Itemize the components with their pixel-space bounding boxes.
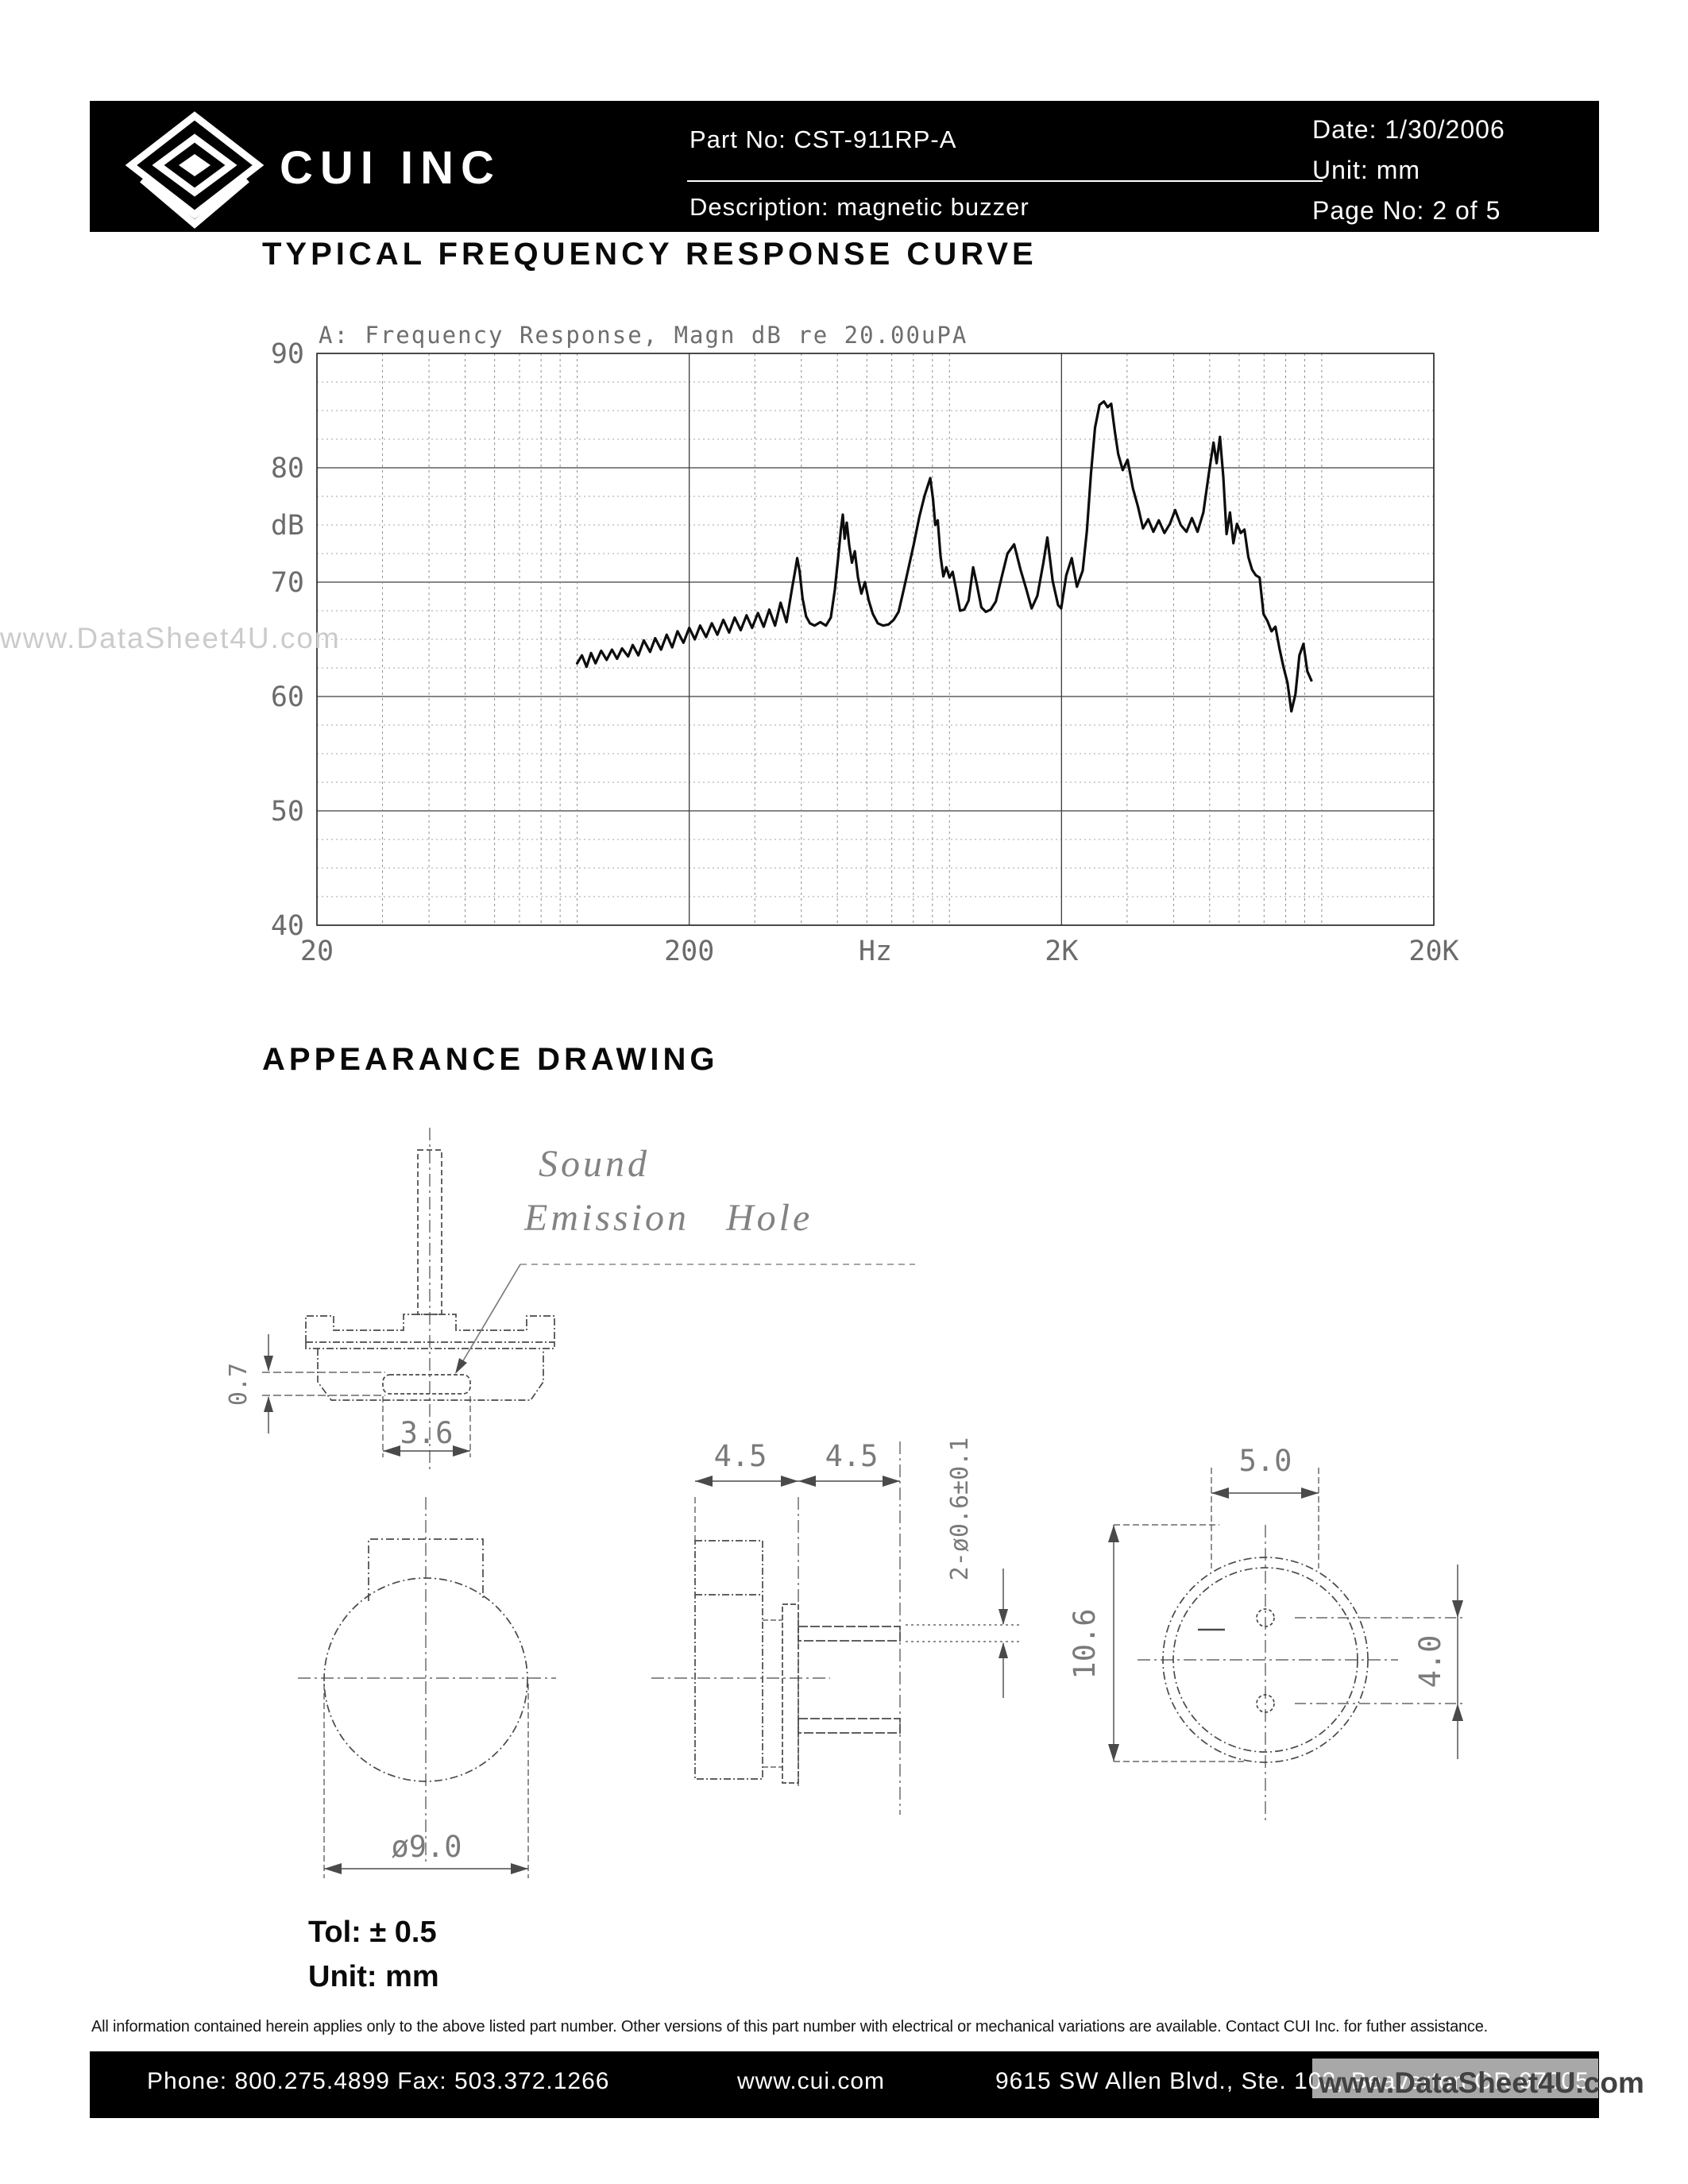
unit-note: Unit: mm [308,1960,439,1993]
footer-watermark: www.DataSheet4U.com [1319,2066,1644,2099]
pin-upper [798,1626,901,1642]
part-description: Description: magnetic buzzer [689,193,1029,221]
appearance-drawings: 0.7 3.6 ø9.0 4.5 4.5 2-ø0.6±0.1 5.0 10.6… [225,1128,1466,1878]
pin-lower [798,1718,901,1734]
doc-unit: Unit: mm [1312,156,1420,184]
doc-page-number: Page No: 2 of 5 [1312,196,1501,225]
y-tick-label: 80 [271,453,304,484]
bottom-view [1108,1468,1466,1820]
dim-slot-height: 0.7 [225,1363,253,1406]
frequency-response-chart: A: Frequency Response, Magn dB re 20.00u… [271,322,1459,967]
dim-case-height: 10.6 [1068,1608,1102,1679]
dim-pin-length-b: 4.5 [825,1439,879,1473]
response-curve [575,399,1313,713]
x-tick-label: 20K [1408,936,1458,967]
y-axis-label: dB [271,510,304,542]
dim-tab-width: 5.0 [1239,1444,1292,1478]
disclaimer-text: All information contained herein applies… [91,2018,1488,2035]
y-tick-label: 40 [271,910,304,942]
tolerance-note: Tol: ± 0.5 [308,1916,437,1949]
doc-date: Date: 1/30/2006 [1312,115,1505,144]
front-view [298,1497,556,1878]
x-axis-unit-label: Hz [859,936,892,967]
sound-emission-hole-label-line1: Sound [539,1143,650,1185]
part-number: Part No: CST-911RP-A [689,125,957,153]
dim-pin-diameter: 2-ø0.6±0.1 [946,1437,974,1581]
frequency-response-heading: TYPICAL FREQUENCY RESPONSE CURVE [262,237,1037,272]
y-tick-label: 50 [271,796,304,828]
y-tick-label: 60 [271,681,304,713]
footer-phone-fax: Phone: 800.275.4899 Fax: 503.372.1266 [147,2068,610,2094]
footer-watermark-box [1312,2059,1598,2098]
dim-pin-length-a: 4.5 [714,1439,767,1473]
dim-pin-pitch: 4.0 [1413,1635,1447,1688]
sound-hole-slot [382,1374,471,1395]
side-view-with-pins [651,1441,1021,1815]
dim-body-diameter: ø9.0 [391,1830,462,1864]
appearance-drawing-heading: APPEARANCE DRAWING [262,1042,719,1077]
footer-website: www.cui.com [737,2068,886,2094]
sound-emission-hole-label-line2: Emission Hole [524,1197,813,1239]
cui-logo-icon [125,111,265,229]
leader-arrowhead [455,1358,467,1374]
x-tick-label: 2K [1045,936,1078,967]
side-watermark: www.DataSheet4U.com [0,622,341,654]
header-bar [90,101,1599,232]
footer-address: 9615 SW Allen Blvd., Ste. 103, Beaverton… [995,2068,1590,2094]
chart-title: A: Frequency Response, Magn dB re 20.00u… [319,322,968,349]
y-tick-label: 90 [271,338,304,370]
brand-text: CUI INC [280,142,501,194]
header-divider-line [687,180,1323,182]
x-tick-label: 20 [300,936,334,967]
side-section-view [262,1128,915,1469]
y-tick-label: 70 [271,567,304,599]
x-tick-label: 200 [664,936,714,967]
dim-slot-width: 3.6 [400,1416,454,1450]
